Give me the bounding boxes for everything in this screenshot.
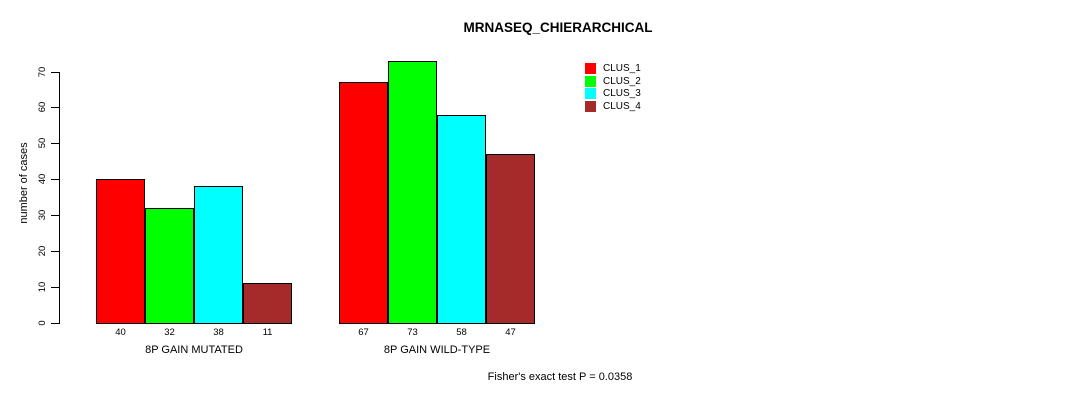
y-tick-label: 20 bbox=[37, 245, 48, 257]
legend-label-clus_1: CLUS_1 bbox=[603, 63, 641, 74]
bar-value-label: 40 bbox=[115, 327, 126, 338]
y-tick-label: 60 bbox=[37, 101, 48, 113]
bar-clus_3-group2 bbox=[437, 115, 486, 324]
bar-value-label: 32 bbox=[164, 327, 175, 338]
y-tick-mark bbox=[51, 323, 59, 324]
legend-label-clus_2: CLUS_2 bbox=[603, 76, 641, 87]
bar-value-label: 58 bbox=[456, 327, 467, 338]
y-tick-mark bbox=[51, 287, 59, 288]
x-category-label: 8P GAIN WILD-TYPE bbox=[383, 344, 491, 356]
y-tick-label: 50 bbox=[37, 137, 48, 149]
bar-clus_2-group2 bbox=[388, 61, 437, 324]
legend-swatch-clus_1 bbox=[585, 63, 596, 74]
y-tick-label: 30 bbox=[37, 209, 48, 221]
y-tick-label: 40 bbox=[37, 173, 48, 185]
x-category-label: 8P GAIN MUTATED bbox=[145, 344, 243, 356]
bar-clus_3-group1 bbox=[194, 186, 243, 324]
bar-clus_1-group2 bbox=[339, 82, 388, 324]
legend-swatch-clus_2 bbox=[585, 76, 596, 87]
bar-clus_1-group1 bbox=[96, 179, 145, 324]
bar-clus_4-group1 bbox=[243, 283, 292, 324]
bar-clus_2-group1 bbox=[145, 208, 194, 324]
y-tick-mark bbox=[51, 143, 59, 144]
legend-label-clus_3: CLUS_3 bbox=[603, 88, 641, 99]
bar-value-label: 67 bbox=[358, 327, 369, 338]
y-tick-label: 70 bbox=[37, 66, 48, 78]
y-tick-mark bbox=[51, 251, 59, 252]
bar-value-label: 38 bbox=[213, 327, 224, 338]
bar-value-label: 47 bbox=[505, 327, 516, 338]
y-tick-mark bbox=[51, 179, 59, 180]
bar-value-label: 11 bbox=[262, 327, 273, 338]
chart-title: MRNASEQ_CHIERARCHICAL bbox=[463, 20, 653, 35]
y-tick-mark bbox=[51, 107, 59, 108]
y-axis-line bbox=[59, 72, 60, 324]
bar-value-label: 73 bbox=[407, 327, 418, 338]
legend-swatch-clus_3 bbox=[585, 88, 596, 99]
y-tick-mark bbox=[51, 215, 59, 216]
y-tick-label: 0 bbox=[37, 320, 48, 326]
fisher-test-annotation: Fisher's exact test P = 0.0358 bbox=[487, 371, 633, 383]
legend-swatch-clus_4 bbox=[585, 101, 596, 112]
y-tick-label: 10 bbox=[37, 281, 48, 293]
legend-label-clus_4: CLUS_4 bbox=[603, 101, 641, 112]
y-axis-label: number of cases bbox=[18, 142, 30, 224]
y-tick-mark bbox=[51, 72, 59, 73]
bar-clus_4-group2 bbox=[486, 154, 535, 324]
